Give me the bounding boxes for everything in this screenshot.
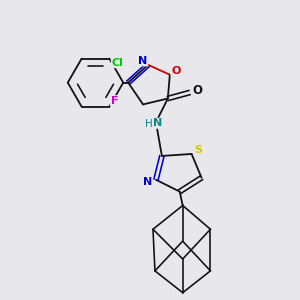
Text: O: O [171, 66, 180, 76]
Text: O: O [193, 84, 202, 97]
Text: N: N [153, 118, 163, 128]
Text: N: N [138, 56, 148, 66]
Text: S: S [194, 145, 202, 155]
Text: Cl: Cl [111, 58, 123, 68]
Text: N: N [143, 177, 153, 187]
Text: H: H [145, 119, 153, 129]
Text: F: F [111, 96, 118, 106]
